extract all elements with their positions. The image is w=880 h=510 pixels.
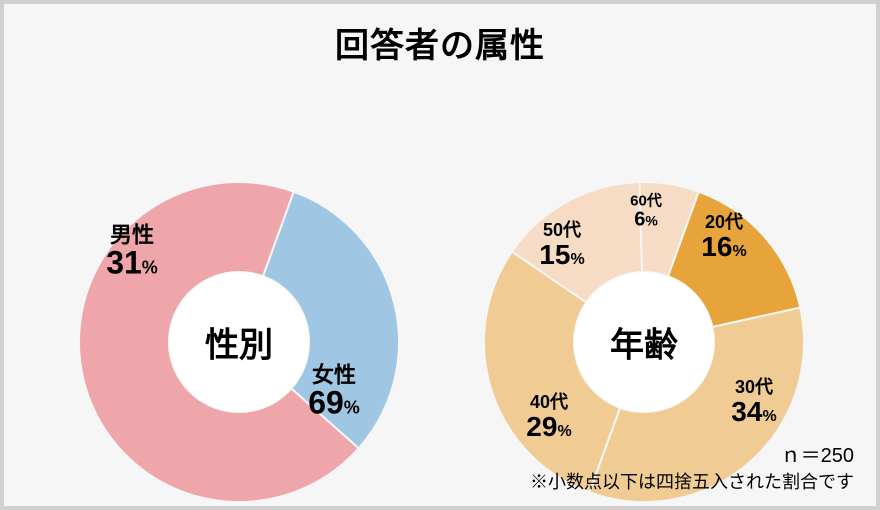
donut-center-label-gender: 性別 bbox=[205, 318, 273, 367]
page-title: 回答者の属性 bbox=[4, 18, 876, 67]
slice-value: 34% bbox=[731, 397, 776, 426]
chart-frame: 回答者の属性 性別男性31%女性69%年齢20代16%30代34%40代29%5… bbox=[0, 0, 880, 510]
donut-center-label-age: 年齢 bbox=[610, 318, 678, 367]
slice-name: 20代 bbox=[701, 213, 746, 232]
slice-label-age-50代: 50代15% bbox=[539, 221, 584, 269]
slice-label-age-20代: 20代16% bbox=[701, 213, 746, 261]
slice-label-age-30代: 30代34% bbox=[731, 378, 776, 426]
slice-name: 30代 bbox=[731, 378, 776, 397]
slice-name: 女性 bbox=[308, 364, 360, 387]
slice-value: 6% bbox=[630, 209, 662, 230]
slice-name: 40代 bbox=[526, 393, 571, 412]
footnote: ※小数点以下は四捨五入された割合です bbox=[530, 468, 854, 494]
slice-value: 31% bbox=[106, 247, 158, 281]
slice-value: 69% bbox=[308, 387, 360, 421]
slice-name: 男性 bbox=[106, 224, 158, 247]
slice-name: 50代 bbox=[539, 221, 584, 240]
sample-size: ｎ＝250 bbox=[530, 439, 854, 468]
slice-name: 60代 bbox=[630, 194, 662, 210]
slice-label-gender-女性: 女性69% bbox=[308, 364, 360, 421]
slice-label-gender-男性: 男性31% bbox=[106, 224, 158, 281]
slice-label-age-60代: 60代6% bbox=[630, 194, 662, 231]
footer: ｎ＝250 ※小数点以下は四捨五入された割合です bbox=[530, 439, 854, 494]
slice-value: 16% bbox=[701, 232, 746, 261]
slice-label-age-40代: 40代29% bbox=[526, 393, 571, 441]
slice-value: 15% bbox=[539, 240, 584, 269]
slice-value: 29% bbox=[526, 412, 571, 441]
